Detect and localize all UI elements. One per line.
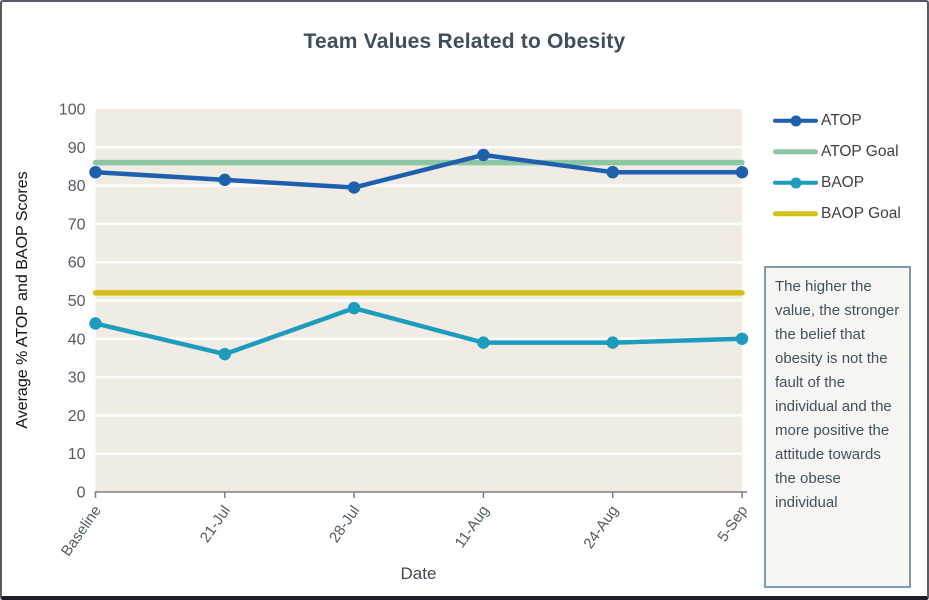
legend-item-atop-goal[interactable]: ATOP Goal (773, 136, 901, 167)
atop-marker (606, 165, 619, 179)
atop-marker (218, 173, 231, 187)
x-tick-label: 24-Aug (580, 503, 622, 552)
atop-goal-line-swatch (773, 145, 818, 158)
baop-marker (218, 347, 231, 361)
x-tick-label: 21-Jul (197, 503, 234, 546)
y-axis-title: Average % ATOP and BAOP Scores (14, 171, 31, 429)
baop-goal-line-swatch (773, 207, 818, 220)
atop-line-swatch (773, 114, 818, 127)
annotation-box: The higher the value, the stronger the b… (764, 266, 911, 588)
atop-marker (477, 148, 490, 162)
legend-item-baop-goal[interactable]: BAOP Goal (773, 198, 901, 229)
baop-line (93, 305, 745, 357)
baop-marker (347, 301, 361, 315)
baop-marker (477, 336, 490, 349)
x-tick-label: 28-Jul (326, 503, 363, 546)
baop-marker (735, 332, 749, 345)
y-tick-label: 90 (68, 140, 86, 157)
y-tick-label: 80 (68, 178, 86, 195)
x-axis-title: Date (400, 564, 437, 583)
y-tick-label: 10 (68, 446, 86, 463)
baop-marker (89, 317, 102, 330)
y-tick-label: 70 (68, 216, 86, 233)
y-tick-label: 0 (77, 485, 86, 502)
atop-marker (735, 165, 749, 179)
y-tick-label: 50 (68, 293, 86, 310)
y-tick-label: 20 (68, 408, 86, 425)
x-tick-label: Baseline (58, 503, 105, 560)
annotation-text: The higher the value, the stronger the b… (775, 278, 900, 511)
baop-line-swatch (773, 176, 818, 189)
y-tick-label: 60 (68, 255, 86, 272)
legend-label: ATOP (821, 111, 862, 129)
y-tick-label: 40 (68, 331, 86, 348)
y-tick-label: 100 (59, 102, 86, 119)
legend-item-baop[interactable]: BAOP (773, 167, 901, 198)
legend-label: ATOP Goal (821, 142, 899, 160)
atop-marker (347, 181, 361, 194)
y-tick-label: 30 (68, 370, 86, 387)
atop-line (93, 152, 745, 190)
x-tick-label: 5-Sep (714, 503, 751, 546)
chart-title: Team Values Related to Obesity (303, 30, 626, 53)
baop-marker (606, 336, 619, 349)
x-tick-label: 11-Aug (452, 503, 493, 551)
legend-label: BAOP Goal (821, 204, 901, 222)
legend-label: BAOP (821, 173, 865, 191)
legend: ATOP ATOP Goal BAOP BAOP Goal (773, 105, 901, 229)
legend-item-atop[interactable]: ATOP (773, 105, 901, 136)
atop-marker (89, 165, 102, 179)
